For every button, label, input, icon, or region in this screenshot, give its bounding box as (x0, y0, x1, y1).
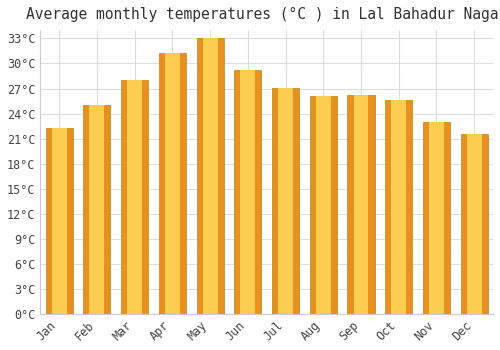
Bar (392, 100, 406, 314)
Bar (84, 105, 110, 314)
Bar (466, 134, 481, 314)
Bar (429, 122, 444, 314)
Bar (46, 128, 73, 314)
Bar (202, 37, 218, 314)
Bar (234, 70, 262, 314)
Bar (121, 80, 148, 314)
Bar (159, 54, 186, 314)
Bar (272, 88, 299, 314)
Bar (240, 70, 256, 314)
Bar (460, 134, 488, 314)
Bar (165, 54, 180, 314)
Bar (385, 100, 412, 314)
Bar (423, 122, 450, 314)
Bar (354, 95, 368, 314)
Bar (278, 88, 293, 314)
Bar (348, 95, 374, 314)
Title: Average monthly temperatures (°C ) in Lal Bahadur Nagar: Average monthly temperatures (°C ) in La… (26, 7, 500, 22)
Bar (196, 37, 224, 314)
Bar (90, 105, 104, 314)
Bar (316, 96, 330, 314)
Bar (310, 96, 337, 314)
Bar (127, 80, 142, 314)
Bar (52, 128, 66, 314)
